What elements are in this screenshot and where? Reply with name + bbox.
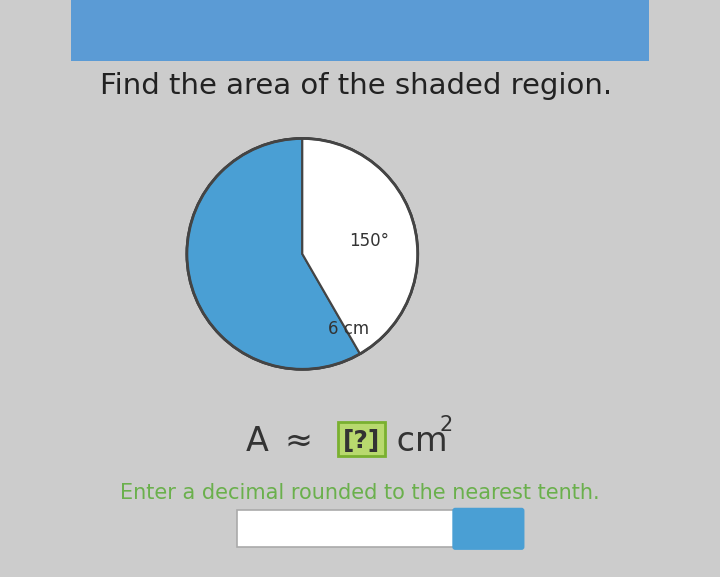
Text: 6 cm: 6 cm [328, 320, 369, 338]
FancyBboxPatch shape [71, 0, 649, 61]
Circle shape [187, 138, 418, 369]
Wedge shape [302, 138, 418, 354]
FancyBboxPatch shape [452, 508, 524, 550]
FancyBboxPatch shape [237, 510, 454, 547]
Text: Enter: Enter [464, 520, 512, 538]
FancyBboxPatch shape [338, 422, 384, 456]
Text: 2: 2 [440, 415, 453, 435]
Wedge shape [187, 138, 360, 369]
Text: [?]: [?] [343, 429, 379, 454]
Text: Find the area of the shaded region.: Find the area of the shaded region. [100, 72, 613, 100]
Text: Enter a decimal rounded to the nearest tenth.: Enter a decimal rounded to the nearest t… [120, 484, 600, 503]
Text: cm: cm [386, 425, 448, 458]
Text: 150°: 150° [349, 233, 389, 250]
Text: A $\approx$: A $\approx$ [245, 425, 321, 458]
